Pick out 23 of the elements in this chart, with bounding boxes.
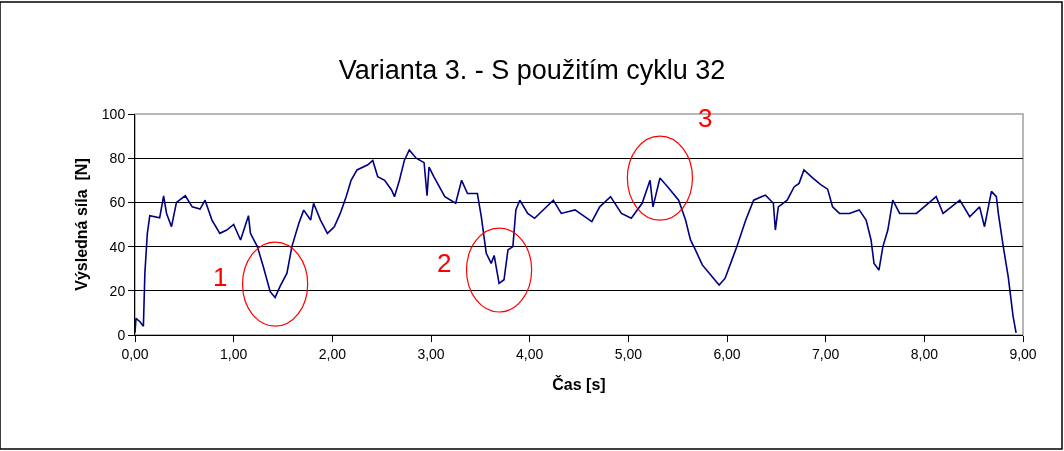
y-axis-title: Výsledná síla [N]	[72, 158, 90, 291]
annotation: 2	[437, 248, 452, 278]
y-tick-label: 100	[101, 105, 126, 122]
y-tick-label: 60	[109, 194, 126, 211]
x-tick-label: 7,00	[812, 345, 840, 362]
x-tick-label: 4,00	[516, 345, 544, 362]
chart-title: Varianta 3. - S použitím cyklu 32	[338, 55, 726, 86]
y-tick-label: 80	[109, 150, 126, 167]
x-axis-title: Čas [s]	[552, 375, 606, 394]
y-tick-label: 20	[109, 282, 126, 299]
x-tick-label: 9,00	[1009, 345, 1037, 362]
x-tick-label: 0,00	[121, 345, 149, 362]
x-tick-label: 2,00	[318, 345, 347, 362]
x-tick-label: 8,00	[910, 345, 939, 362]
y-tick-label: 0	[117, 326, 126, 343]
x-tick-label: 3,00	[417, 345, 445, 362]
x-tick-label: 5,00	[614, 345, 643, 362]
annotation: 1	[213, 262, 228, 292]
y-tick-label: 40	[109, 238, 126, 255]
line-series	[135, 149, 1017, 334]
x-tick-label: 6,00	[713, 345, 741, 362]
x-tick-label: 1,00	[220, 345, 248, 362]
annotation: 3	[698, 103, 713, 133]
